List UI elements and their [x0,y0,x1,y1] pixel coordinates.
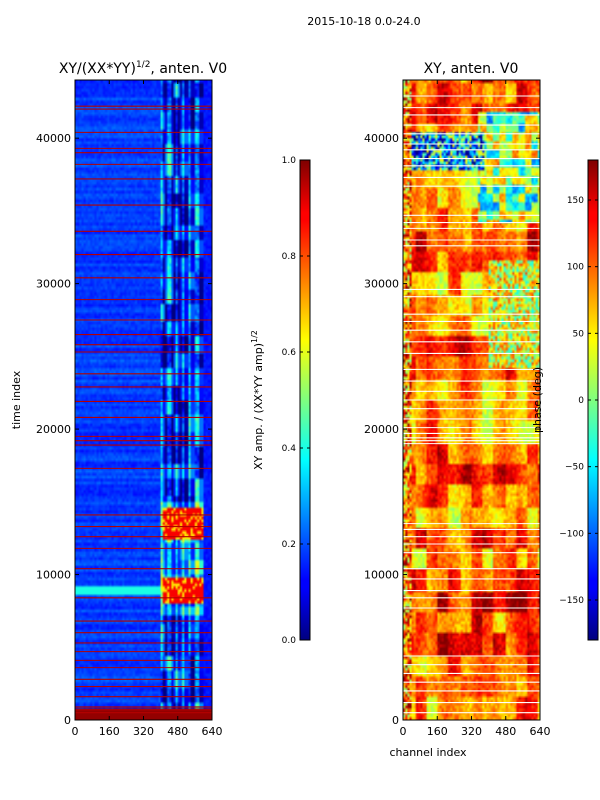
colorbar2-label: phase (deg) [531,367,544,433]
xtick-label-4: 640 [202,725,223,738]
panel1-title: XY/(XX*YY)1/2, anten. V0 [59,60,227,77]
cb-tick-label-4: −50 [565,463,584,473]
ytick-label-1: 10000 [364,569,399,582]
cb-tick-label-2: 0.4 [282,444,297,454]
panel2-flag-rows [403,95,540,714]
colorbar1-gradient [300,160,310,640]
ytick-label-3: 30000 [364,278,399,291]
ytick-label-4: 40000 [364,132,399,145]
ytick-label-2: 20000 [36,423,71,436]
xtick-label-1: 160 [427,725,448,738]
panel1-heatmap-image [75,80,212,720]
panel1-heatmap [75,80,212,720]
ytick-label-3: 30000 [36,278,71,291]
xtick-label-0: 0 [72,725,79,738]
panel1-ylabel: time index [10,370,23,429]
cb-tick-label-5: −100 [559,529,584,539]
xtick-label-2: 320 [461,725,482,738]
cb-tick-label-1: 0.2 [282,540,296,550]
xtick-label-1: 160 [99,725,120,738]
colorbar1-frame [299,159,311,641]
xtick-label-3: 480 [495,725,516,738]
xtick-label-0: 0 [400,725,407,738]
cb-tick-label-0: 150 [567,196,584,206]
cb-tick-label-3: 0.6 [282,348,297,358]
xtick-label-3: 480 [167,725,188,738]
colorbar1-ticks: 0.0 0.2 0.4 0.6 0.8 1.0 [282,156,310,646]
ytick-label-0: 0 [64,714,71,727]
colorbar2-ticks: 150 100 50 0 −50 −100 −150 [559,196,598,606]
cb-tick-label-3: 0 [578,396,584,406]
panel1-ticks: 0 10000 20000 30000 40000 0 160 320 480 640 [36,80,223,738]
cb-tick-label-1: 100 [567,263,584,273]
colorbar2-gradient [588,160,598,640]
figure-suptitle: 2015-10-18 0.0-24.0 [307,15,420,28]
cb-tick-label-2: 50 [573,329,585,339]
panel2-xlabel: channel index [389,746,467,759]
colorbar2: 150 100 50 0 −50 −100 −150 phase (deg) [531,159,599,641]
ytick-label-2: 20000 [364,423,399,436]
panel-amplitude-ratio: XY/(XX*YY)1/2, anten. V0 0 10000 20000 3000… [10,60,227,738]
colorbar1: 0.0 0.2 0.4 0.6 0.8 1.0 XY amp. / (XX*YY amp)… [250,156,311,646]
cb-tick-label-0: 0.0 [282,636,297,646]
cb-tick-label-6: −150 [559,596,584,606]
xtick-label-4: 640 [530,725,551,738]
cb-tick-label-5: 1.0 [282,156,297,166]
panel2-ticks: 0 10000 20000 30000 40000 0 160 320 480 640 [364,80,551,738]
colorbar1-label: XY amp. / (XX*YY amp)1/2 [250,330,265,470]
cb-tick-label-4: 0.8 [282,252,297,262]
xtick-label-2: 320 [133,725,154,738]
panel1-flag-rows [75,105,212,714]
ytick-label-0: 0 [392,714,399,727]
ytick-label-4: 40000 [36,132,71,145]
ytick-label-1: 10000 [36,569,71,582]
panel2-title: XY, anten. V0 [424,61,519,77]
panel-phase: XY, anten. V0 0 10000 20000 30000 40000 0 160 3… [364,61,551,759]
